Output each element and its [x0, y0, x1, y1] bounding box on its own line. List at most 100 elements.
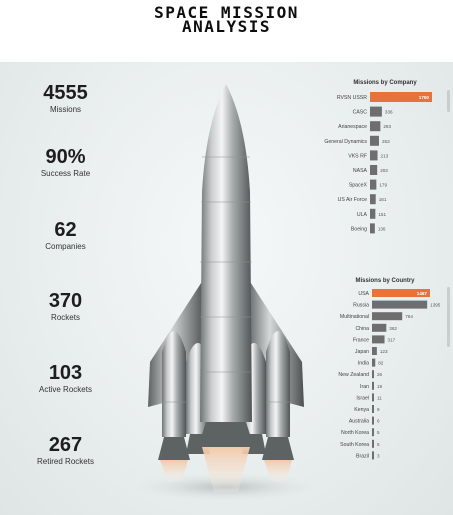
company-value-label: 293: [383, 124, 391, 129]
company-bar[interactable]: [370, 106, 382, 117]
kpi-retired-rockets: 267 Retired Rockets: [18, 434, 113, 467]
country-category-label: China: [355, 326, 369, 332]
company-category-label: Boeing: [351, 226, 367, 232]
company-value-label: 179: [379, 183, 387, 188]
company-category-label: VKS RF: [348, 153, 367, 159]
company-value-label: 1750: [419, 95, 430, 100]
company-category-label: NASA: [353, 168, 368, 174]
kpi-companies-label: Companies: [45, 242, 86, 251]
country-bar[interactable]: [372, 347, 377, 355]
country-bar[interactable]: [372, 300, 428, 309]
country-category-label: South Korea: [340, 442, 369, 448]
company-value-label: 253: [382, 139, 390, 144]
company-category-label: Arianespace: [338, 124, 367, 130]
country-category-label: Brazil: [356, 453, 369, 459]
kpi-success-rate: 90% Success Rate: [18, 146, 113, 179]
company-category-label: SpaceX: [349, 183, 368, 189]
rocket-illustration: [130, 84, 320, 501]
chart-company-scrollbar[interactable]: [447, 90, 450, 112]
country-value-label: 6: [377, 419, 380, 424]
country-category-label: Israel: [356, 395, 369, 401]
page-title-line1: SPACE MISSION: [154, 3, 299, 22]
company-bar[interactable]: [370, 165, 378, 175]
company-bar[interactable]: [370, 92, 432, 102]
country-category-label: Japan: [355, 349, 369, 355]
kpi-active-rockets-label: Active Rockets: [39, 385, 92, 394]
kpi-rockets: 370 Rockets: [18, 290, 113, 323]
country-category-label: Australia: [349, 419, 369, 425]
country-value-label: 5: [377, 442, 380, 447]
country-bar[interactable]: [372, 335, 385, 344]
company-bar[interactable]: [370, 194, 376, 205]
chart-country-scrollbar[interactable]: [447, 287, 450, 347]
kpi-retired-rockets-label: Retired Rockets: [37, 457, 94, 466]
country-value-label: 317: [388, 337, 396, 342]
country-value-label: 9: [377, 407, 380, 412]
kpi-companies: 62 Companies: [18, 219, 113, 252]
chart-country-title: Missions by Country: [355, 278, 415, 284]
kpi-active-rockets: 103 Active Rockets: [18, 362, 113, 395]
country-bar[interactable]: [372, 393, 374, 402]
company-value-label: 161: [379, 197, 387, 202]
country-category-label: Kenya: [354, 407, 369, 413]
country-value-label: 764: [405, 314, 413, 319]
country-bar[interactable]: [372, 416, 374, 425]
country-value-label: 362: [389, 326, 397, 331]
country-value-label: 82: [378, 361, 384, 366]
country-category-label: Iran: [360, 384, 369, 390]
kpi-rockets-value: 370: [48, 290, 83, 312]
country-bar[interactable]: [372, 323, 387, 332]
kpi-success-rate-value: 90%: [45, 146, 86, 168]
country-category-label: New Zealand: [338, 372, 369, 378]
country-bar[interactable]: [372, 358, 376, 367]
country-value-label: 3: [377, 453, 380, 458]
country-value-label: 123: [380, 349, 388, 354]
country-category-label: India: [358, 361, 369, 367]
kpi-retired-rockets-value: 267: [48, 434, 83, 456]
country-bar[interactable]: [372, 381, 374, 390]
kpi-missions: 4555 Missions: [18, 82, 113, 115]
company-bar[interactable]: [370, 135, 379, 146]
country-category-label: USA: [358, 291, 369, 297]
country-value-label: 26: [377, 372, 383, 377]
chart-company-title: Missions by Company: [353, 80, 417, 86]
country-bar[interactable]: [372, 451, 374, 460]
country-category-label: France: [353, 337, 369, 343]
dashboard-canvas: 4555 Missions 90% Success Rate 62 Compan…: [0, 62, 453, 515]
page-title: SPACE MISSION ANALYSIS: [0, 3, 453, 36]
country-bar[interactable]: [372, 370, 374, 379]
company-bar[interactable]: [370, 208, 376, 219]
company-category-label: General Dynamics: [324, 139, 367, 145]
company-bar[interactable]: [370, 150, 378, 161]
company-value-label: 151: [378, 212, 386, 217]
kpi-missions-label: Missions: [49, 105, 82, 114]
company-bar[interactable]: [370, 179, 377, 190]
country-bar[interactable]: [372, 405, 374, 413]
country-value-label: 11: [377, 395, 382, 400]
country-bar[interactable]: [372, 439, 374, 448]
country-value-label: 1467: [417, 291, 428, 296]
page-title-line2: ANALYSIS: [181, 17, 272, 36]
country-category-label: North Korea: [341, 430, 369, 436]
company-category-label: ULA: [357, 212, 368, 218]
company-category-label: RVSN USSR: [337, 95, 367, 101]
country-bar[interactable]: [372, 312, 403, 321]
kpi-missions-value: 4555: [43, 82, 88, 104]
country-bar[interactable]: [372, 289, 430, 297]
company-bar[interactable]: [370, 223, 375, 234]
country-value-label: 19: [377, 384, 383, 389]
country-category-label: Russia: [353, 303, 369, 309]
company-category-label: CASC: [353, 110, 368, 116]
company-category-label: US Air Force: [338, 197, 368, 203]
company-bar[interactable]: [370, 121, 381, 132]
company-value-label: 213: [381, 153, 389, 158]
company-value-label: 203: [380, 168, 388, 173]
kpi-active-rockets-value: 103: [48, 362, 83, 384]
company-value-label: 336: [385, 110, 393, 115]
country-value-label: 1395: [430, 303, 441, 308]
country-value-label: 5: [377, 430, 380, 435]
chart-company-svg: RVSN USSR 1750 CASC 336 Arianespace 293 Genera…: [324, 92, 432, 234]
country-category-label: Multinational: [340, 314, 369, 320]
country-bar[interactable]: [372, 428, 374, 437]
